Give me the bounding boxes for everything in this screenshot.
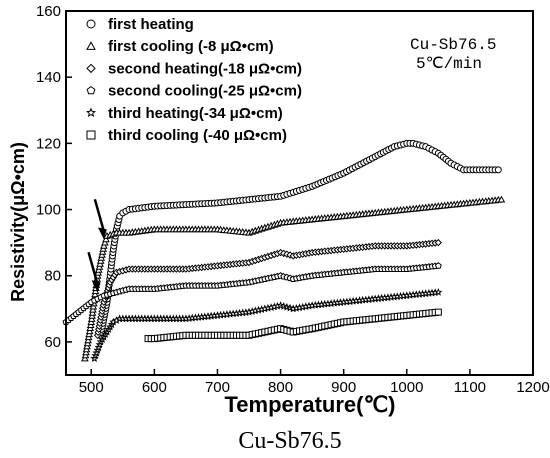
legend-label: second cooling(-25 μΩ•cm) bbox=[108, 83, 302, 100]
annotation-rate: 5℃/min bbox=[416, 55, 482, 73]
legend-marker bbox=[86, 130, 96, 140]
x-tick-label: 500 bbox=[79, 379, 104, 396]
legend-label: first heating bbox=[108, 16, 194, 33]
data-point bbox=[434, 238, 443, 247]
data-point bbox=[100, 241, 108, 249]
arrow-shaft bbox=[93, 198, 106, 232]
data-point bbox=[434, 308, 442, 316]
legend-label: third heating(-34 μΩ•cm) bbox=[108, 105, 283, 122]
arrow-head bbox=[97, 227, 107, 240]
series-3 bbox=[93, 238, 443, 340]
legend-marker bbox=[86, 107, 96, 118]
arrow-2 bbox=[87, 251, 101, 293]
series-2 bbox=[81, 195, 506, 362]
legend-marker bbox=[86, 85, 96, 95]
data-point bbox=[434, 262, 442, 269]
x-tick-label: 800 bbox=[268, 379, 293, 396]
series-5 bbox=[90, 288, 443, 362]
y-tick-label: 120 bbox=[36, 135, 61, 152]
axis-ticks: 500 600 700 800 900 1000 1100 1200 60 80 100 120 140… bbox=[36, 3, 550, 396]
legend-marker bbox=[86, 63, 96, 74]
legend-marker bbox=[86, 41, 96, 50]
series-6 bbox=[144, 308, 442, 343]
data-point bbox=[494, 166, 502, 174]
legend-marker bbox=[86, 19, 96, 29]
x-tick-label: 900 bbox=[331, 379, 356, 396]
x-axis-title: Temperature(℃) bbox=[225, 392, 396, 417]
y-axis-title: Resistivity(μΩ•cm) bbox=[8, 142, 28, 302]
arrow-1 bbox=[93, 198, 107, 240]
series-4 bbox=[62, 262, 442, 325]
data-point bbox=[102, 235, 110, 243]
arrow-head bbox=[91, 280, 101, 293]
x-tick-label: 700 bbox=[205, 379, 230, 396]
y-tick-label: 80 bbox=[44, 268, 61, 285]
x-tick-label: 1000 bbox=[390, 379, 423, 396]
chart-marks bbox=[62, 139, 506, 362]
legend-label: second heating(-18 μΩ•cm) bbox=[108, 60, 302, 77]
y-tick-label: 140 bbox=[36, 69, 61, 86]
x-tick-label: 600 bbox=[142, 379, 167, 396]
annotation-composition: Cu-Sb76.5 bbox=[410, 36, 496, 54]
chart-arrows bbox=[87, 198, 107, 293]
plot-frame bbox=[65, 10, 534, 376]
data-point bbox=[101, 238, 109, 246]
data-point bbox=[434, 288, 443, 296]
x-tick-label: 1100 bbox=[454, 379, 486, 396]
arrow-shaft bbox=[87, 251, 99, 285]
legend: first heating first cooling (-8 μΩ•cm) sec… bbox=[86, 16, 302, 144]
figure-caption: Cu-Sb76.5 bbox=[238, 428, 341, 454]
y-tick-label: 100 bbox=[36, 202, 61, 219]
data-point bbox=[497, 195, 506, 203]
x-tick-label: 1200 bbox=[516, 379, 549, 396]
y-tick-label: 60 bbox=[44, 334, 61, 351]
y-tick-label: 160 bbox=[36, 3, 61, 20]
legend-label: third cooling (-40 μΩ•cm) bbox=[108, 127, 287, 144]
legend-label: first cooling (-8 μΩ•cm) bbox=[108, 38, 274, 55]
